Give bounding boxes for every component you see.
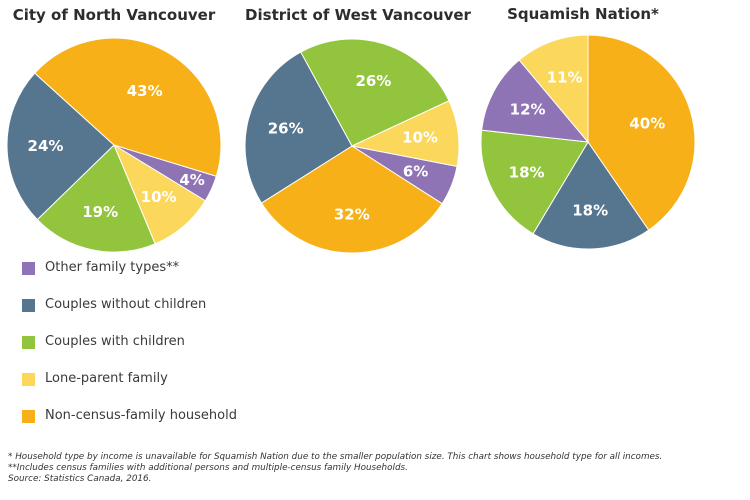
pie-charts: City of North Vancouver4%10%19%24%43%Dis… bbox=[6, 5, 696, 254]
legend-item-lone-parent-family: Lone-parent family bbox=[22, 369, 352, 389]
pie-slice-other-family-types bbox=[481, 59, 590, 143]
pie-chart-squamish-nation: Squamish Nation* 40% 18% 18% 12%11% bbox=[480, 5, 696, 250]
pie-slice-couples-without-children bbox=[244, 51, 353, 204]
legend-swatch bbox=[22, 336, 35, 349]
slice-label-couples-with-children: 19% bbox=[82, 203, 118, 221]
chart-title: District of West Vancouver bbox=[245, 6, 471, 24]
slice-label-non-census-family-household: 32% bbox=[334, 206, 370, 224]
pie-slice-couples-with-children bbox=[300, 38, 450, 147]
legend-label: Other family types** bbox=[45, 260, 180, 275]
slice-label-lone-parent-family: 11% bbox=[547, 69, 583, 87]
slice-label-couples-with-children: 26% bbox=[355, 72, 391, 90]
legend-swatch bbox=[22, 373, 35, 386]
pie-slice-lone-parent-family bbox=[350, 100, 460, 168]
pie-slice-non-census-family-household bbox=[587, 34, 696, 231]
slice-label-couples-without-children: 18% bbox=[572, 201, 608, 219]
legend-swatch bbox=[22, 299, 35, 312]
slice-label-couples-with-children: 18% bbox=[509, 163, 545, 181]
legend-swatch bbox=[22, 262, 35, 275]
legend-swatch bbox=[22, 410, 35, 423]
chart-title: Squamish Nation* bbox=[507, 5, 659, 23]
pie-slice-non-census-family-household bbox=[34, 37, 222, 177]
pie-chart-city-of-north-vancouver: City of North Vancouver 4%10% 19% 24% 43% bbox=[6, 6, 222, 253]
legend-label: Lone-parent family bbox=[45, 371, 168, 386]
slice-label-other-family-types: 4% bbox=[179, 171, 204, 189]
footnote-other-family-types: **Includes census families with addition… bbox=[8, 463, 408, 473]
legend-label: Couples with children bbox=[45, 334, 185, 349]
legend-label: Non-census-family household bbox=[45, 408, 237, 423]
slice-label-non-census-family-household: 43% bbox=[127, 82, 163, 100]
pie-slice-non-census-family-household bbox=[260, 145, 443, 254]
legend-item-couples-without-children: Couples without children bbox=[22, 295, 352, 315]
footnote-squamish: * Household type by income is unavailabl… bbox=[8, 452, 663, 462]
pie-slice-couples-with-children bbox=[36, 144, 156, 253]
pie-slice-couples-with-children bbox=[480, 129, 589, 235]
legend-item-non-census-family-household: Non-census-family household bbox=[22, 406, 352, 426]
slice-label-lone-parent-family: 10% bbox=[402, 129, 438, 147]
slice-label-couples-without-children: 26% bbox=[268, 120, 304, 138]
footnotes: * Household type by income is unavailabl… bbox=[8, 452, 743, 485]
chart-title: City of North Vancouver bbox=[13, 6, 216, 24]
legend-item-other-family-types: Other family types** bbox=[22, 258, 352, 278]
legend-label: Couples without children bbox=[45, 297, 207, 312]
slice-label-couples-without-children: 24% bbox=[28, 137, 64, 155]
pie-slice-couples-without-children bbox=[532, 141, 650, 250]
slice-label-other-family-types: 6% bbox=[403, 162, 428, 180]
pie-slice-couples-without-children bbox=[6, 72, 115, 221]
slice-label-non-census-family-household: 40% bbox=[629, 115, 665, 133]
legend-item-couples-with-children: Couples with children bbox=[22, 332, 352, 352]
source-note: Source: Statistics Canada, 2016. bbox=[8, 474, 152, 484]
pie-chart-district-of-west-vancouver: District of West Vancouver 6% 32% 26% 26% 10% bbox=[244, 6, 472, 254]
slice-label-lone-parent-family: 10% bbox=[141, 188, 177, 206]
pie-slice-lone-parent-family bbox=[518, 34, 589, 144]
slice-label-other-family-types: 12% bbox=[510, 101, 546, 119]
